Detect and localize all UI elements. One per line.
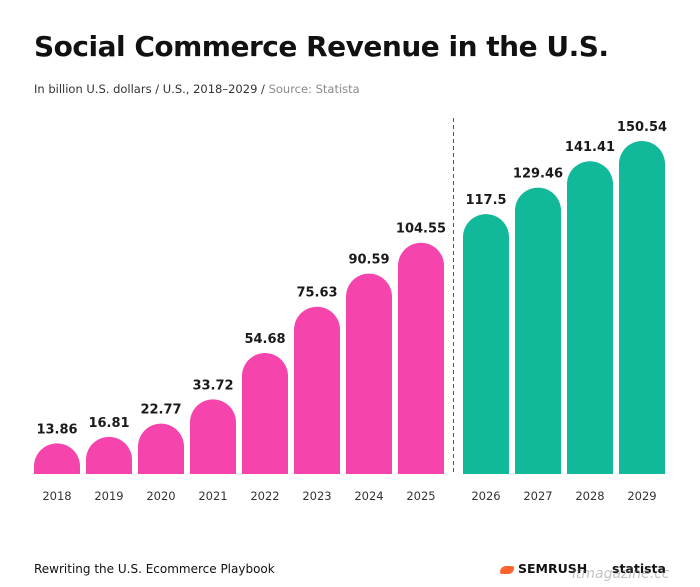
value-label-2023: 75.63 <box>296 286 337 301</box>
value-label-2019: 16.81 <box>88 416 129 431</box>
bar-2022 <box>242 353 288 474</box>
value-label-2025: 104.55 <box>396 222 446 237</box>
x-tick-2028: 2028 <box>575 489 604 503</box>
x-tick-2026: 2026 <box>471 489 500 503</box>
x-tick-2018: 2018 <box>42 489 71 503</box>
bar-2025 <box>398 242 444 474</box>
bar-2024 <box>346 273 392 474</box>
semrush-flame-icon <box>500 565 514 574</box>
bar-2023 <box>294 306 340 474</box>
chart-subtitle: In billion U.S. dollars / U.S., 2018–202… <box>34 82 360 96</box>
x-tick-2029: 2029 <box>627 489 656 503</box>
statista-logo: statista <box>612 561 666 576</box>
watermark: itmagazine.cc <box>572 566 670 582</box>
semrush-logo: SEMRUSH <box>500 561 587 576</box>
bar-2019 <box>86 436 132 474</box>
value-label-2024: 90.59 <box>348 253 389 268</box>
bar-2021 <box>190 399 237 474</box>
value-label-2020: 22.77 <box>140 403 181 418</box>
value-label-2028: 141.41 <box>565 140 615 155</box>
bar-2027 <box>515 187 561 474</box>
x-tick-2024: 2024 <box>354 489 383 503</box>
x-tick-2021: 2021 <box>198 489 227 503</box>
bar-2018 <box>34 443 80 474</box>
x-tick-2020: 2020 <box>146 489 175 503</box>
bar-2028 <box>567 161 613 474</box>
x-tick-2025: 2025 <box>406 489 435 503</box>
value-label-2029: 150.54 <box>617 120 667 135</box>
chart-title: Social Commerce Revenue in the U.S. <box>34 30 609 63</box>
x-tick-2019: 2019 <box>94 489 123 503</box>
source-label: Source: Statista <box>268 82 360 96</box>
value-label-2018: 13.86 <box>36 422 77 437</box>
bar-2029 <box>619 141 665 474</box>
footer-tagline: Rewriting the U.S. Ecommerce Playbook <box>34 562 275 576</box>
value-label-2026: 117.5 <box>465 193 506 208</box>
x-tick-2027: 2027 <box>523 489 552 503</box>
bar-2020 <box>138 423 184 474</box>
value-label-2027: 129.46 <box>513 167 563 182</box>
x-tick-2023: 2023 <box>302 489 331 503</box>
value-label-2022: 54.68 <box>244 332 285 347</box>
bar-2026 <box>463 214 509 475</box>
x-tick-2022: 2022 <box>250 489 279 503</box>
value-label-2021: 33.72 <box>192 378 233 393</box>
